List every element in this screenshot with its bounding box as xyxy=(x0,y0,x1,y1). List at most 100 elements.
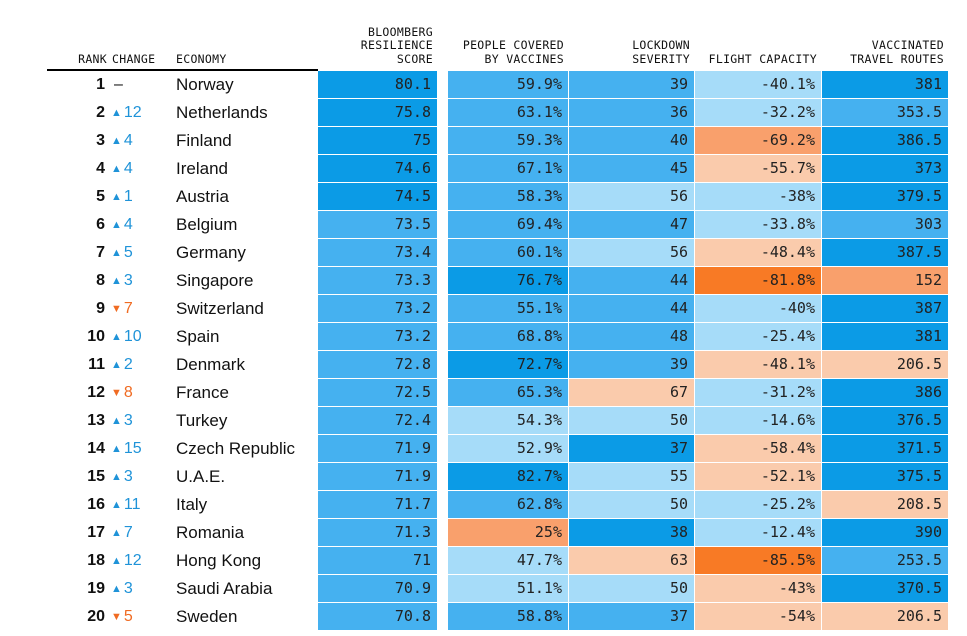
routes-cell: 152 xyxy=(822,267,948,294)
rank-cell: 20 xyxy=(87,608,105,625)
vaccines-cell: 59.3% xyxy=(448,127,568,154)
lockdown-cell: 55 xyxy=(569,463,694,490)
economy-cell: France xyxy=(176,383,229,402)
flight-cell: -14.6% xyxy=(695,407,821,434)
header-flight: FLIGHT CAPACITY xyxy=(708,51,817,66)
score-cell: 75 xyxy=(318,127,437,154)
lockdown-cell: 38 xyxy=(569,519,694,546)
triangle-up-icon: ▲ xyxy=(111,107,122,119)
change-cell: ▲ 10 xyxy=(111,323,171,350)
routes-cell: 387 xyxy=(822,295,948,322)
vaccines-cell: 55.1% xyxy=(448,295,568,322)
vaccines-cell: 68.8% xyxy=(448,323,568,350)
change-cell: ▲ 3 xyxy=(111,407,171,434)
score-cell: 80.1 xyxy=(318,71,437,98)
economy-cell: Finland xyxy=(176,131,232,150)
change-cell: ▲ 4 xyxy=(111,155,171,182)
triangle-up-icon: ▲ xyxy=(111,247,122,259)
vaccines-cell: 51.1% xyxy=(448,575,568,602)
change-value: – xyxy=(114,76,123,93)
triangle-up-icon: ▲ xyxy=(111,359,122,371)
triangle-down-icon: ▼ xyxy=(111,303,122,315)
routes-cell: 206.5 xyxy=(822,351,948,378)
vaccines-cell: 58.8% xyxy=(448,603,568,630)
change-value: 12 xyxy=(123,552,142,569)
change-cell: ▼ 8 xyxy=(111,379,171,406)
routes-cell: 208.5 xyxy=(822,491,948,518)
triangle-up-icon: ▲ xyxy=(111,219,122,231)
economy-cell: Singapore xyxy=(176,271,254,290)
rank-cell: 10 xyxy=(87,328,105,345)
flight-cell: -55.7% xyxy=(695,155,821,182)
routes-cell: 381 xyxy=(822,323,948,350)
vaccines-cell: 59.9% xyxy=(448,71,568,98)
score-cell: 71.7 xyxy=(318,491,437,518)
rank-cell: 12 xyxy=(87,384,105,401)
routes-cell: 303 xyxy=(822,211,948,238)
flight-cell: -43% xyxy=(695,575,821,602)
flight-cell: -52.1% xyxy=(695,463,821,490)
change-value: 3 xyxy=(123,580,133,597)
economy-cell: Turkey xyxy=(176,411,228,430)
change-cell: ▲ 15 xyxy=(111,435,171,462)
triangle-up-icon: ▲ xyxy=(111,443,122,455)
change-value: 2 xyxy=(123,356,133,373)
rank-cell: 3 xyxy=(96,132,105,149)
change-value: 1 xyxy=(123,188,133,205)
triangle-up-icon: ▲ xyxy=(111,163,122,175)
lockdown-cell: 40 xyxy=(569,127,694,154)
change-cell: ▼ 7 xyxy=(111,295,171,322)
lockdown-cell: 50 xyxy=(569,575,694,602)
flight-cell: -69.2% xyxy=(695,127,821,154)
flight-cell: -25.2% xyxy=(695,491,821,518)
economy-cell: Belgium xyxy=(176,215,238,234)
triangle-up-icon: ▲ xyxy=(111,275,122,287)
lockdown-cell: 47 xyxy=(569,211,694,238)
routes-cell: 376.5 xyxy=(822,407,948,434)
routes-cell: 381 xyxy=(822,71,948,98)
economy-cell: Switzerland xyxy=(176,299,264,318)
score-cell: 72.4 xyxy=(318,407,437,434)
vaccines-cell: 72.7% xyxy=(448,351,568,378)
economy-cell: Germany xyxy=(176,243,246,262)
score-cell: 73.2 xyxy=(318,295,437,322)
score-cell: 70.9 xyxy=(318,575,437,602)
economy-cell: Saudi Arabia xyxy=(176,579,273,598)
flight-cell: -32.2% xyxy=(695,99,821,126)
score-cell: 73.5 xyxy=(318,211,437,238)
rank-cell: 11 xyxy=(88,356,105,373)
routes-cell: 373 xyxy=(822,155,948,182)
change-value: 7 xyxy=(123,524,133,541)
lockdown-cell: 56 xyxy=(569,239,694,266)
change-cell: ▲ 7 xyxy=(111,519,171,546)
change-value: 3 xyxy=(123,412,133,429)
score-cell: 75.8 xyxy=(318,99,437,126)
lockdown-cell: 44 xyxy=(569,295,694,322)
header-vaccines: PEOPLE COVERED BY VACCINES xyxy=(462,38,564,66)
triangle-up-icon: ▲ xyxy=(111,191,122,203)
rank-cell: 9 xyxy=(96,300,105,317)
change-cell: – xyxy=(111,71,171,98)
rank-cell: 18 xyxy=(87,552,105,569)
change-cell: ▲ 3 xyxy=(111,463,171,490)
change-value: 5 xyxy=(123,608,133,625)
vaccines-cell: 63.1% xyxy=(448,99,568,126)
economy-cell: Netherlands xyxy=(176,103,268,122)
vaccines-cell: 60.1% xyxy=(448,239,568,266)
routes-cell: 353.5 xyxy=(822,99,948,126)
score-cell: 71.3 xyxy=(318,519,437,546)
triangle-up-icon: ▲ xyxy=(111,499,122,511)
score-cell: 74.6 xyxy=(318,155,437,182)
economy-cell: Spain xyxy=(176,327,220,346)
header-lockdown: LOCKDOWN SEVERITY xyxy=(632,38,690,66)
lockdown-cell: 50 xyxy=(569,407,694,434)
lockdown-cell: 67 xyxy=(569,379,694,406)
change-cell: ▲ 12 xyxy=(111,547,171,574)
economy-cell: U.A.E. xyxy=(176,467,226,486)
rank-cell: 8 xyxy=(96,272,105,289)
vaccines-cell: 54.3% xyxy=(448,407,568,434)
change-cell: ▲ 4 xyxy=(111,211,171,238)
flight-cell: -25.4% xyxy=(695,323,821,350)
triangle-up-icon: ▲ xyxy=(111,583,122,595)
header-change: CHANGE xyxy=(112,51,156,66)
